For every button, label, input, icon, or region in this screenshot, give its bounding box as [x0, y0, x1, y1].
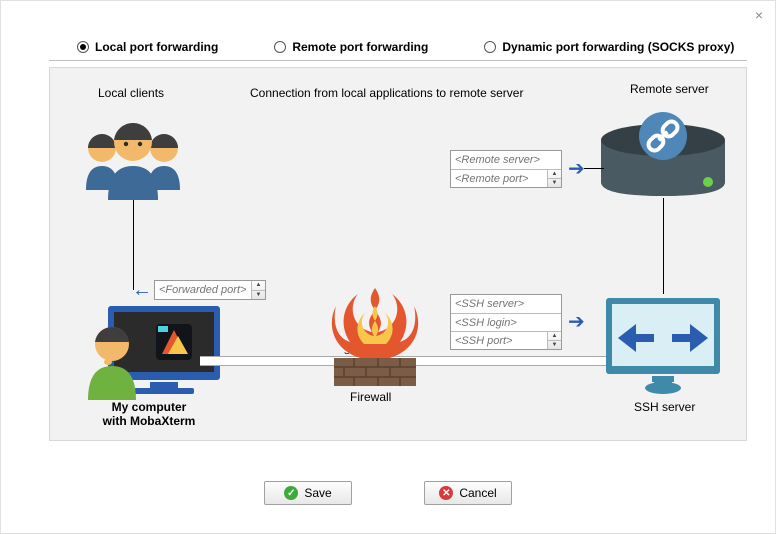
ssh-login-input[interactable] [451, 314, 561, 331]
description-label: Connection from local applications to re… [250, 86, 523, 100]
radio-dot-icon [77, 41, 89, 53]
remote-server-label: Remote server [630, 82, 709, 96]
spinner-icon[interactable]: ▲▼ [547, 332, 561, 349]
connector-line [584, 168, 604, 169]
remote-server-input[interactable] [451, 151, 561, 169]
radio-local-port-forwarding[interactable]: Local port forwarding [77, 40, 218, 54]
radio-remote-port-forwarding[interactable]: Remote port forwarding [274, 40, 428, 54]
arrow-left-icon: ← [132, 280, 152, 300]
spinner-icon[interactable]: ▲▼ [547, 170, 561, 187]
radio-dynamic-port-forwarding[interactable]: Dynamic port forwarding (SOCKS proxy) [484, 40, 734, 54]
forwarded-port-group: ← ▲▼ [132, 280, 266, 300]
ssh-server-caption: SSH server [634, 400, 695, 414]
radio-dynamic-label: Dynamic port forwarding (SOCKS proxy) [502, 40, 734, 54]
forwarded-port-input[interactable] [155, 281, 251, 299]
close-icon[interactable]: × [755, 7, 763, 23]
spinner-icon[interactable]: ▲▼ [251, 281, 265, 299]
my-computer-icon [70, 300, 230, 400]
diagram-panel: Local clients Connection from local appl… [49, 67, 747, 441]
save-button-label: Save [304, 486, 331, 500]
arrow-right-icon: ➔ [568, 312, 585, 332]
my-computer-caption-2: with MobaXterm [84, 414, 214, 428]
connector-line [663, 198, 664, 294]
ssh-settings-group: ▲▼ ➔ [450, 294, 585, 350]
ssh-server-input[interactable] [451, 295, 561, 313]
cancel-button-label: Cancel [459, 486, 496, 500]
check-icon: ✓ [284, 486, 298, 500]
connector-line [133, 200, 134, 290]
arrow-right-icon: ➔ [568, 159, 585, 179]
close-icon: ✕ [439, 486, 453, 500]
cancel-button[interactable]: ✕ Cancel [424, 481, 512, 505]
radio-dot-icon [274, 41, 286, 53]
radio-dot-icon [484, 41, 496, 53]
forwarding-type-radiogroup: Local port forwarding Remote port forwar… [49, 39, 747, 61]
firewall-icon [320, 284, 430, 390]
ssh-server-icon [598, 294, 728, 398]
my-computer-caption-1: My computer [84, 400, 214, 414]
local-clients-label: Local clients [98, 86, 164, 100]
port-forwarding-dialog: × Local port forwarding Remote port forw… [0, 0, 776, 534]
save-button[interactable]: ✓ Save [264, 481, 352, 505]
radio-remote-label: Remote port forwarding [292, 40, 428, 54]
dialog-buttons: ✓ Save ✕ Cancel [1, 481, 775, 505]
radio-local-label: Local port forwarding [95, 40, 218, 54]
local-clients-icon [78, 104, 188, 200]
ssh-port-input[interactable] [451, 332, 547, 349]
remote-settings-group: ▲▼ ➔ [450, 150, 585, 188]
remote-server-device-icon [596, 96, 730, 200]
remote-port-input[interactable] [451, 170, 547, 187]
firewall-caption: Firewall [350, 390, 391, 404]
